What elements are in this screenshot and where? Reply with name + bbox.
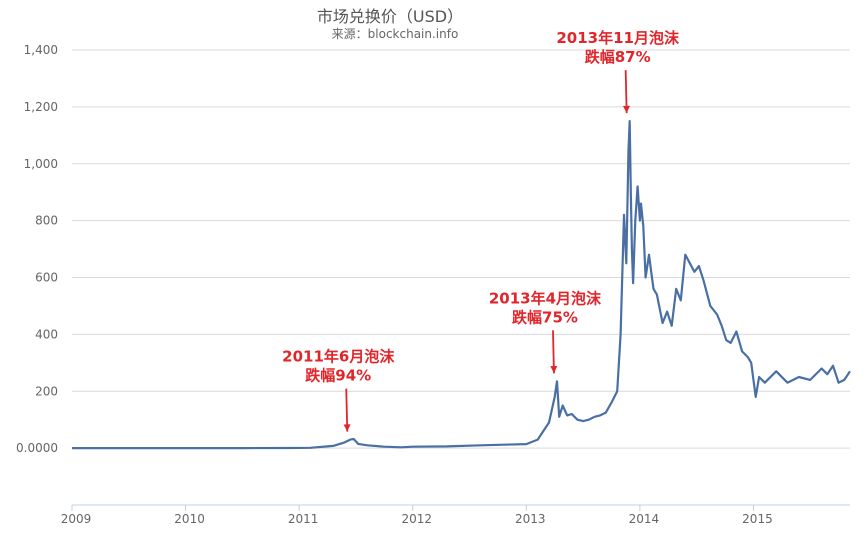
y-tick-label: 800 [35,214,58,228]
y-tick-label: 1,000 [24,157,58,171]
x-axis: 2009 2010 2011 2012 2013 2014 2015 [61,504,850,526]
y-tick-label: 0.0000 [16,441,58,455]
annotation-text: 2013年11月泡沫 [556,29,680,47]
annotation-arrow-head [343,424,351,432]
x-tick-label: 2009 [61,512,92,526]
annotations: 2011年6月泡沫跌幅94%2013年4月泡沫跌幅75%2013年11月泡沫跌幅… [282,29,680,432]
y-tick-label: 400 [35,327,58,341]
annotation-text: 2011年6月泡沫 [282,348,395,366]
annotation-arrow-head [623,105,630,114]
series-layer [72,119,851,450]
y-tick-label: 600 [35,271,58,285]
x-tick-label: 2010 [174,512,205,526]
x-tick-label: 2013 [515,512,546,526]
annotation-arrow-head [550,366,558,374]
series-line [72,119,851,450]
annotation-text: 2013年4月泡沫 [489,289,602,307]
gridlines [72,49,850,449]
y-axis: 0.0000 200 400 600 800 1,000 1,200 1,400 [16,43,58,455]
y-tick-label: 200 [35,384,58,398]
chart-title: 市场兑换价（USD） [317,7,463,26]
x-tick-label: 2014 [629,512,660,526]
annotation-text: 跌幅75% [512,308,578,326]
annotation-text: 跌幅94% [305,367,371,385]
y-tick-label: 1,200 [24,100,58,114]
chart-subtitle: 来源：blockchain.info [332,27,459,41]
x-tick-label: 2011 [288,512,319,526]
y-tick-label: 1,400 [24,43,58,57]
x-tick-label: 2012 [401,512,432,526]
annotation-text: 跌幅87% [585,48,651,66]
x-tick-label: 2015 [742,512,773,526]
